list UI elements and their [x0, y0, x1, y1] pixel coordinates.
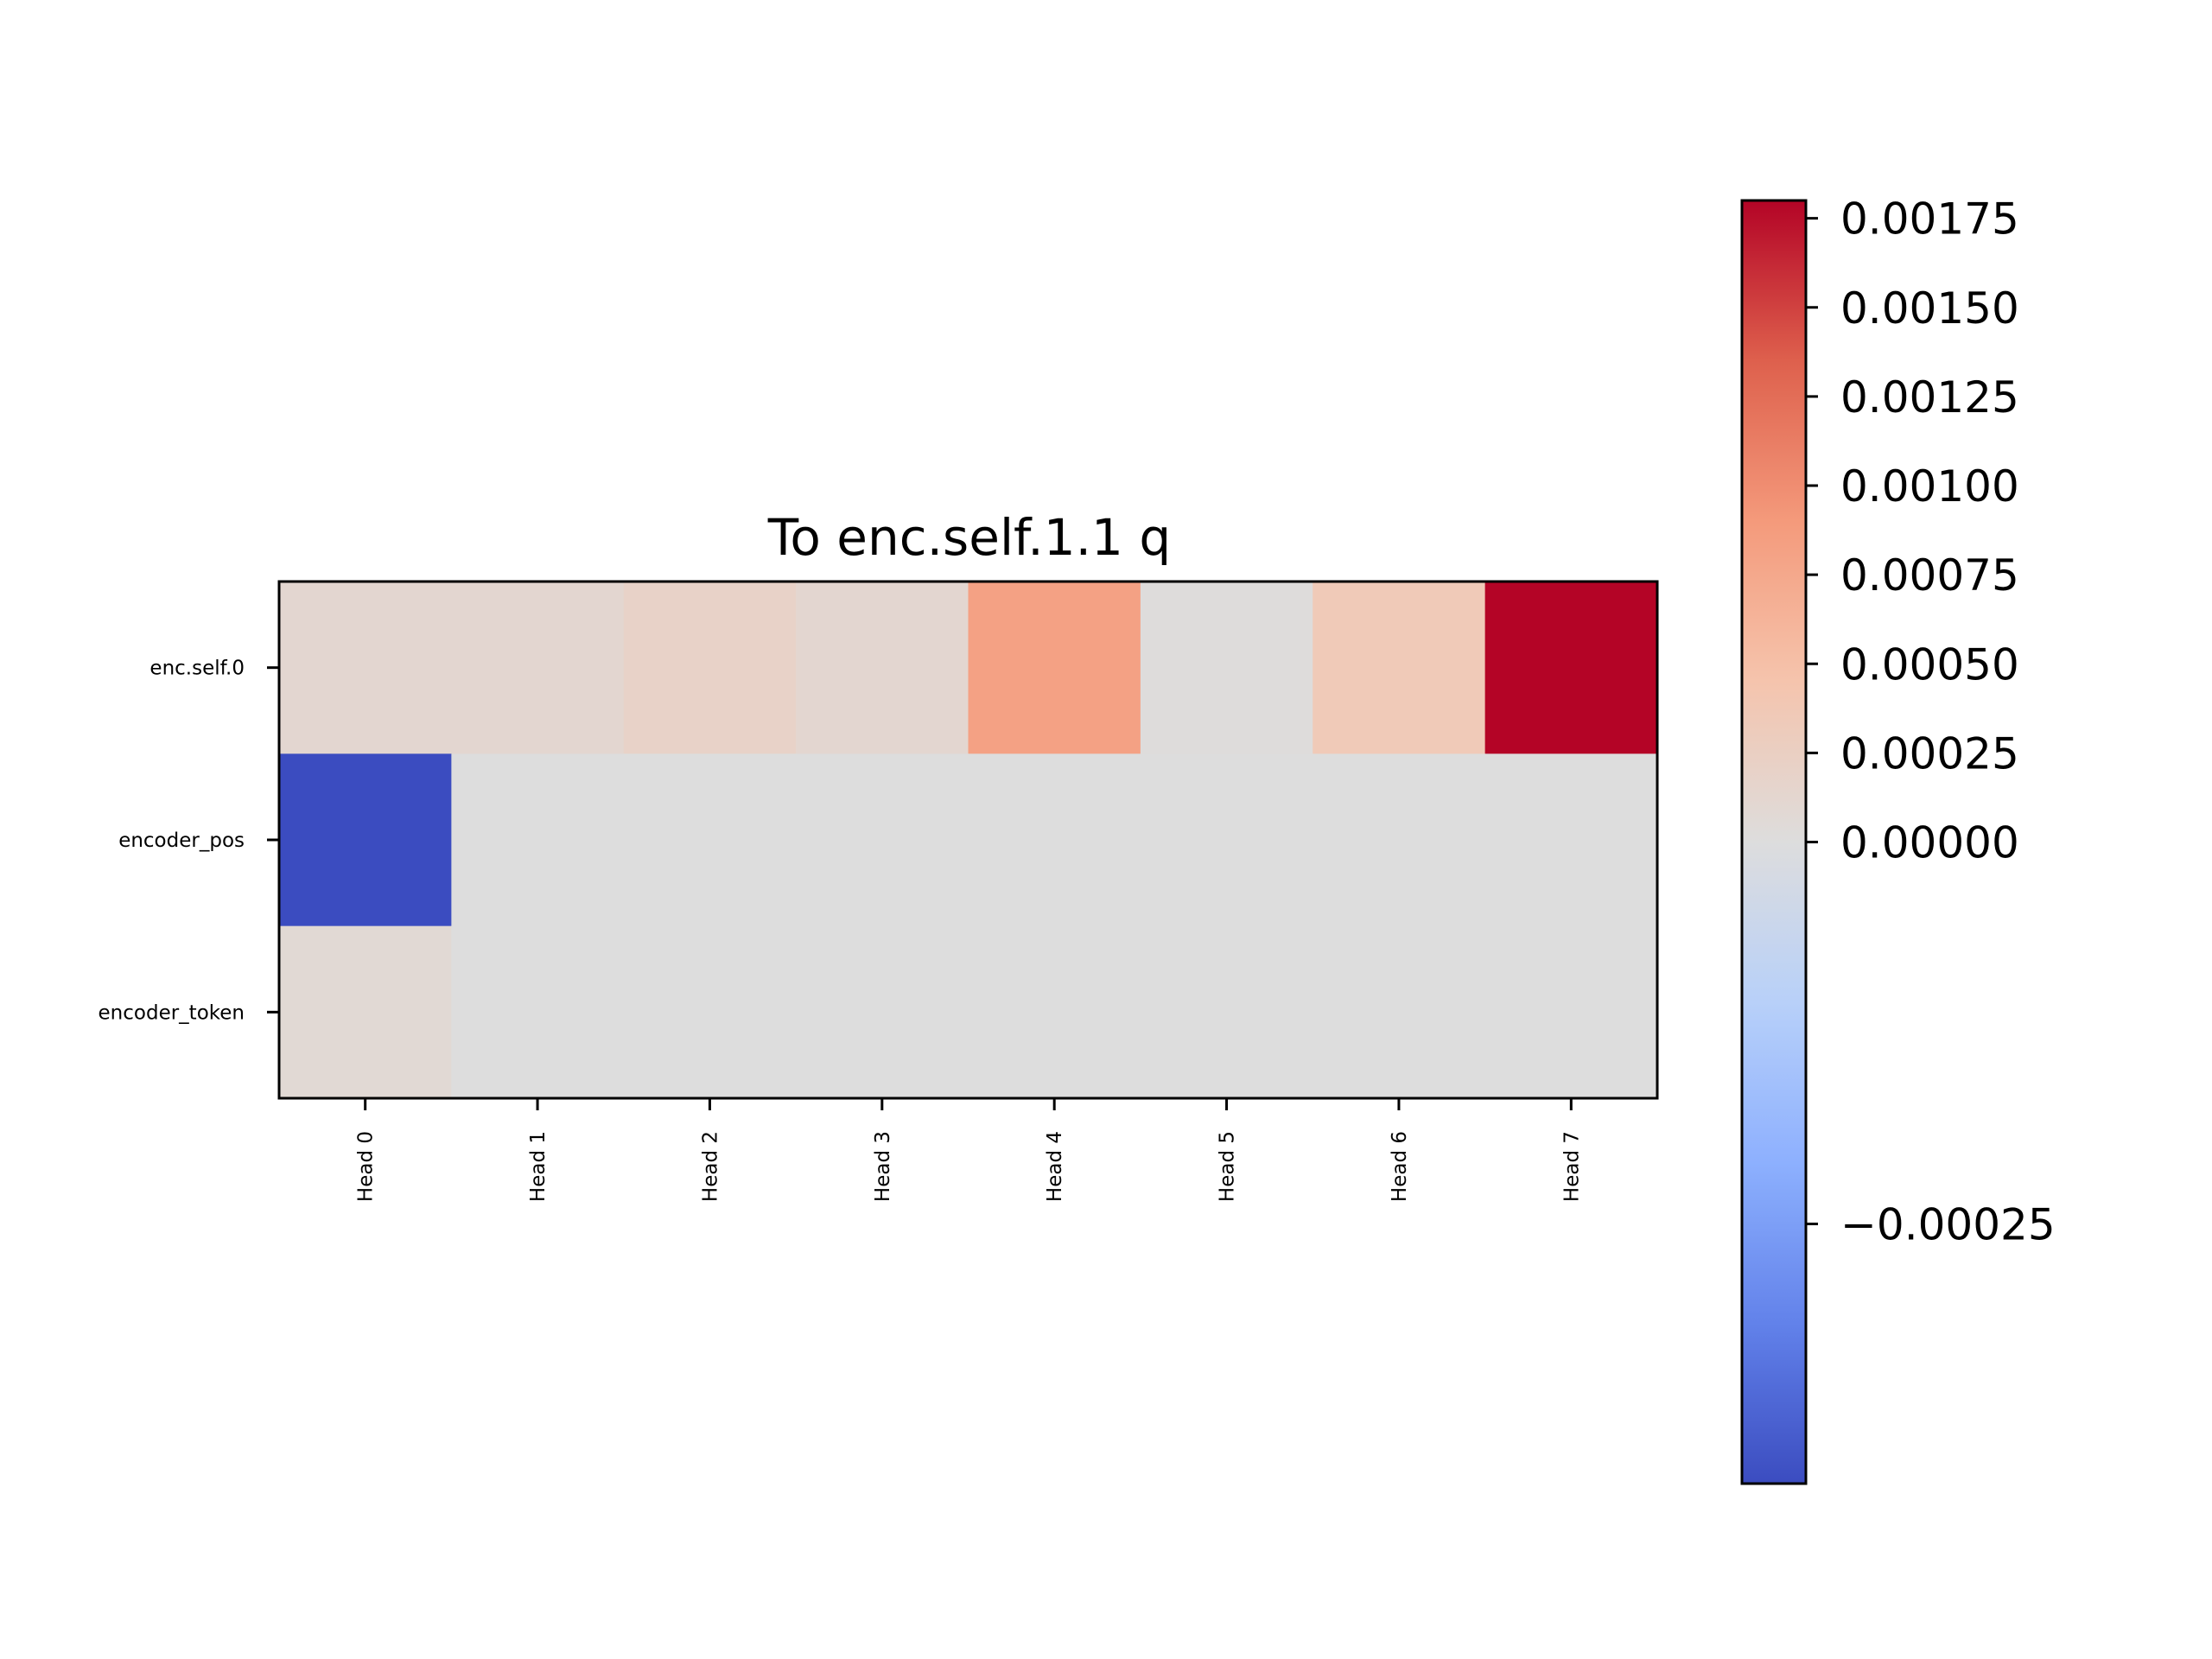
colorbar-tick-label: 0.00000	[1840, 818, 2019, 868]
heatmap-cell	[623, 753, 797, 927]
heatmap-cell	[1140, 753, 1313, 927]
x-tick-label: Head 4	[1044, 1131, 1066, 1202]
colorbar	[1740, 199, 1808, 1485]
heatmap-cell	[279, 925, 452, 1099]
x-tick-label: Head 1	[527, 1131, 550, 1202]
heatmap-cell	[1313, 925, 1486, 1099]
y-axis: enc.self.0 encoder_pos encoder_token	[99, 658, 279, 1024]
heatmap-cell	[279, 753, 452, 927]
heatmap-cell	[623, 925, 797, 1099]
heatmap-cell	[451, 925, 625, 1099]
colorbar-tick-label: 0.00150	[1840, 283, 2019, 334]
heatmap-cell	[1140, 582, 1313, 754]
heatmap-cells	[279, 582, 1658, 1099]
colorbar-axis: 0.00175 0.00150 0.00125 0.00100 0.00075 0.000…	[1806, 194, 2056, 1249]
heatmap-cell	[451, 582, 625, 754]
heatmap-cell	[968, 753, 1141, 927]
heatmap-cell	[1313, 582, 1486, 754]
heatmap-cell	[1484, 753, 1658, 927]
colorbar-tick-label: −0.00025	[1840, 1199, 2056, 1249]
heatmap-cell	[968, 925, 1141, 1099]
x-tick-label: Head 3	[872, 1131, 894, 1202]
x-tick-label: Head 0	[355, 1131, 378, 1202]
y-tick-label: encoder_pos	[118, 830, 245, 852]
colorbar-tick-label: 0.00175	[1840, 194, 2019, 245]
x-tick-label: Head 6	[1389, 1131, 1411, 1202]
colorbar-tick-label: 0.00075	[1840, 550, 2019, 601]
heatmap-cell	[1484, 925, 1658, 1099]
heatmap-cell	[1313, 753, 1486, 927]
heatmap-cell	[623, 582, 797, 754]
x-tick-label: Head 7	[1560, 1131, 1583, 1202]
x-tick-label: Head 5	[1217, 1131, 1239, 1202]
heatmap-cell	[1140, 925, 1313, 1099]
y-tick-label: enc.self.0	[149, 658, 245, 680]
heatmap-cell	[796, 925, 969, 1099]
heatmap-cell	[1484, 582, 1658, 754]
colorbar-tick-label: 0.00050	[1840, 639, 2019, 690]
heatmap-cell	[796, 753, 969, 927]
x-tick-label: Head 2	[699, 1131, 721, 1202]
colorbar-tick-label: 0.00125	[1840, 372, 2019, 423]
heatmap-cell	[451, 753, 625, 927]
colorbar-tick-label: 0.00025	[1840, 728, 2019, 779]
x-axis: Head 0 Head 1 Head 2 Head 3 Head 4 Head 5 Head…	[355, 1098, 1583, 1202]
heatmap-cell	[796, 582, 969, 754]
colorbar-tick-label: 0.00100	[1840, 461, 2019, 512]
y-tick-label: encoder_token	[99, 1001, 245, 1024]
chart-title: To enc.self.1.1 q	[767, 508, 1171, 567]
heatmap-cell	[968, 582, 1141, 754]
heatmap-cell	[279, 582, 452, 754]
